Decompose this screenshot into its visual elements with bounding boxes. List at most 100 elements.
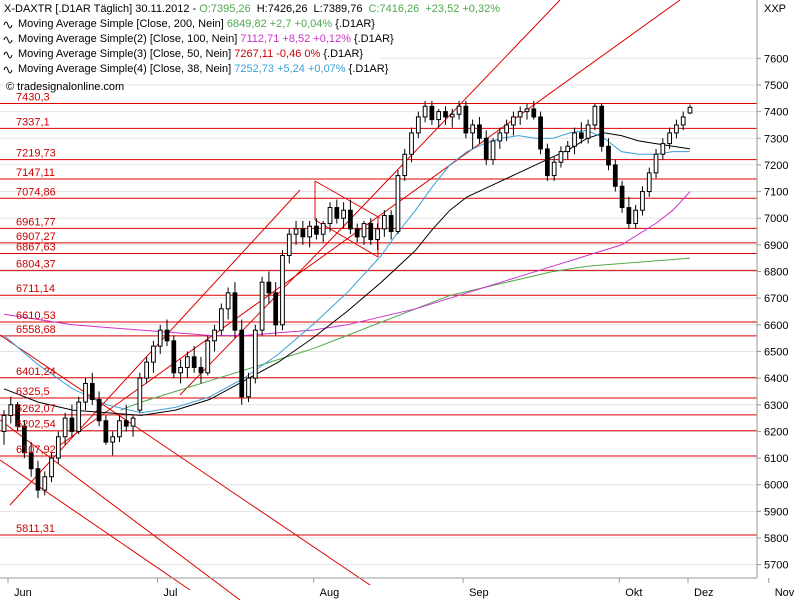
close-value: C:7416,26 <box>369 3 420 15</box>
level-label: 6610,53 <box>16 310 56 322</box>
y-tick-label: 6100 <box>764 453 788 465</box>
candle-body <box>123 420 129 427</box>
level-label: 6202,54 <box>16 419 56 431</box>
candle-body <box>198 366 204 374</box>
candle-body <box>572 132 577 147</box>
candle-body <box>409 132 414 155</box>
candle-body <box>76 401 82 432</box>
candle-body <box>334 207 340 219</box>
x-tick-label: Jul <box>163 587 177 599</box>
candle-body <box>436 111 442 121</box>
candle-body <box>667 132 672 145</box>
legend-text: Moving Average Simple [Close, 200, Nein] <box>18 18 227 30</box>
level-label: 7337,1 <box>16 116 50 128</box>
candle-body <box>252 329 258 379</box>
candle-body <box>599 105 605 147</box>
wave-icon <box>3 36 13 44</box>
downtrend-line-lower <box>0 419 241 600</box>
candle-body <box>361 223 367 238</box>
legend-change: +5,24 +0,07% <box>277 63 349 75</box>
legend-change: -0,46 0% <box>276 48 323 60</box>
candle-body <box>354 228 360 238</box>
legend-entry: Moving Average Simple(2) [Close, 100, Ne… <box>18 33 394 45</box>
candle-body <box>415 116 421 134</box>
downtrend-line-bottom <box>0 459 191 591</box>
candle-body <box>626 207 632 225</box>
candle-body <box>320 223 326 235</box>
legend-value: 6849,82 <box>227 18 270 30</box>
chart-header: X-DAXTR [.D1AR Täglich] 30.11.2012 - O:7… <box>4 3 500 15</box>
x-tick-label: Dez <box>694 587 714 599</box>
x-tick-label: Okt <box>625 587 642 599</box>
candle-body <box>687 106 693 114</box>
low-value: L:7389,76 <box>314 3 363 15</box>
legend-text: Moving Average Simple(2) [Close, 100, Ne… <box>18 33 240 45</box>
y-tick-label: 6500 <box>764 346 788 358</box>
wave-icon <box>3 21 13 29</box>
candle-body <box>130 417 136 427</box>
candle-body <box>578 132 584 139</box>
candle-body <box>551 161 557 177</box>
legend-bg <box>0 31 380 45</box>
candlesticks <box>1 100 693 499</box>
level-label: 7074,86 <box>16 186 56 198</box>
level-label: 6804,37 <box>16 258 56 270</box>
candle-body <box>653 153 659 174</box>
y-tick-label: 6000 <box>764 480 788 492</box>
candle-body <box>592 105 598 126</box>
y-tick-label: 6700 <box>764 293 788 305</box>
candle-body <box>633 209 639 225</box>
candle-body <box>314 225 319 235</box>
candle-body <box>375 228 380 241</box>
level-label: 6711,14 <box>16 283 55 295</box>
candle-body <box>212 329 217 342</box>
level-label: 6867,63 <box>16 241 56 253</box>
candle-body <box>640 191 645 211</box>
candle-body <box>348 209 353 230</box>
moving-average-lines <box>3 129 691 416</box>
candle-body <box>49 457 54 478</box>
candle-body <box>606 145 611 166</box>
y-tick-label: 7400 <box>764 107 788 119</box>
candle-body <box>157 329 163 347</box>
candle-body <box>69 417 75 432</box>
candle-body <box>449 113 455 118</box>
candle-body <box>205 340 211 374</box>
candle-body <box>381 215 387 230</box>
legend-entry: Moving Average Simple(3) [Close, 50, Nei… <box>18 48 363 60</box>
legend-suffix: {.D1AR} <box>354 33 394 45</box>
candle-body <box>164 329 170 342</box>
candle-body <box>558 151 564 163</box>
candle-body <box>327 207 333 225</box>
candle-body <box>456 105 462 115</box>
legend-suffix: {.D1AR} <box>349 63 389 75</box>
candle-body <box>42 476 48 491</box>
x-tick-label: Sep <box>469 587 489 599</box>
legend-value: 7252,73 <box>234 63 277 75</box>
y-tick-label: 7100 <box>764 187 788 199</box>
candle-body <box>185 356 190 368</box>
level-label: 6558,68 <box>16 324 56 336</box>
legend-entry: Moving Average Simple [Close, 200, Nein]… <box>18 18 375 30</box>
y-tick-label: 7000 <box>764 213 788 225</box>
candle-body <box>1 414 7 432</box>
y-tick-label: 6800 <box>764 267 788 279</box>
legend-bg <box>0 16 380 30</box>
candle-body <box>96 398 102 422</box>
candle-body <box>490 140 496 161</box>
candle-body <box>429 105 435 121</box>
candle-body <box>137 377 143 411</box>
candle-body <box>218 308 224 331</box>
candle-body <box>388 215 394 233</box>
legend-bg <box>0 61 380 75</box>
candle-body <box>531 108 537 118</box>
candle-body <box>35 468 41 491</box>
ma-line-ma200 <box>120 257 691 411</box>
y-tick-label: 6300 <box>764 400 788 412</box>
level-label: 6262,07 <box>16 403 56 415</box>
level-label: 6961,77 <box>16 216 56 228</box>
ma-line-ma38 <box>3 129 690 414</box>
legend-value: 7267,11 <box>234 48 276 60</box>
